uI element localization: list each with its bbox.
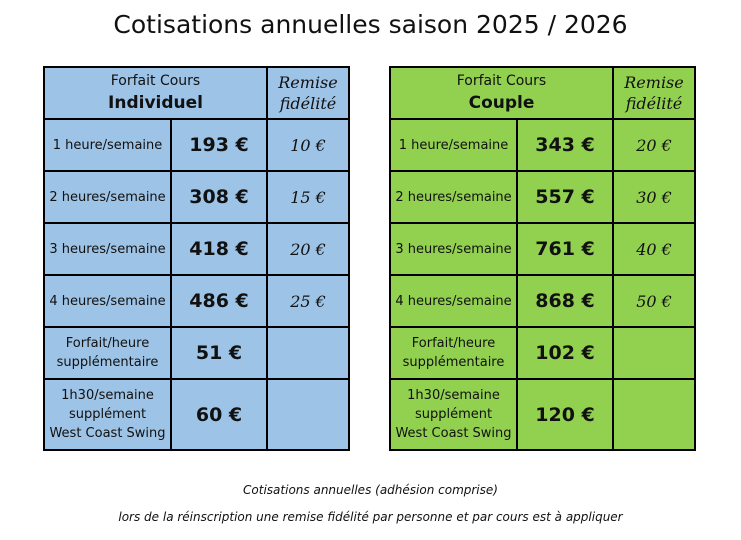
row-price: 868 €	[516, 274, 614, 328]
row-label: 4 heures/semaine	[389, 274, 518, 328]
remise-header-line: Remise	[278, 73, 338, 92]
label-line: 3 heures/semaine	[395, 241, 512, 257]
row-price: 120 €	[516, 378, 614, 451]
header-top-label: Forfait Cours	[456, 73, 547, 89]
row-remise: 20 €	[266, 222, 350, 276]
row-label: 4 heures/semaine	[43, 274, 172, 328]
remise-header-line: fidélité	[625, 94, 683, 113]
header-main-label: Individuel	[108, 93, 203, 113]
row-remise: 10 €	[266, 118, 350, 172]
row-label: Forfait/heure supplémentaire	[389, 326, 518, 380]
row-price: 51 €	[170, 326, 268, 380]
table-row: 1 heure/semaine 343 € 20 €	[389, 118, 696, 172]
row-label: 1 heure/semaine	[389, 118, 518, 172]
table-row: 3 heures/semaine 761 € 40 €	[389, 222, 696, 276]
row-label: 2 heures/semaine	[389, 170, 518, 224]
row-price: 418 €	[170, 222, 268, 276]
table-row: 3 heures/semaine 418 € 20 €	[43, 222, 350, 276]
table-individuel: Forfait Cours Individuel Remise fidélité…	[43, 66, 350, 451]
label-line: 4 heures/semaine	[395, 293, 512, 309]
row-label: 2 heures/semaine	[43, 170, 172, 224]
label-line: Forfait/heure	[65, 336, 150, 351]
row-label: 1 heure/semaine	[43, 118, 172, 172]
table-row: 2 heures/semaine 557 € 30 €	[389, 170, 696, 224]
label-line: 3 heures/semaine	[49, 241, 166, 257]
page-title: Cotisations annuelles saison 2025 / 2026	[113, 10, 628, 39]
label-line: 1h30/semaine	[61, 388, 154, 403]
label-line: 1 heure/semaine	[52, 137, 163, 153]
label-line: 1h30/semaine	[407, 388, 500, 403]
row-label: 1h30/semaine supplément West Coast Swing	[43, 378, 172, 451]
remise-header-line: Remise	[624, 73, 684, 92]
table-row: Forfait/heure supplémentaire 102 €	[389, 326, 696, 380]
row-label: 3 heures/semaine	[43, 222, 172, 276]
footer-note: Cotisations annuelles (adhésion comprise…	[243, 483, 498, 497]
label-line: 2 heures/semaine	[49, 189, 166, 205]
row-remise: 20 €	[612, 118, 696, 172]
row-price: 60 €	[170, 378, 268, 451]
header-remise: Remise fidélité	[612, 66, 696, 120]
header-top-label: Forfait Cours	[110, 73, 201, 89]
row-remise	[266, 378, 350, 451]
row-remise	[266, 326, 350, 380]
row-label: Forfait/heure supplémentaire	[43, 326, 172, 380]
row-remise: 40 €	[612, 222, 696, 276]
label-line: 4 heures/semaine	[49, 293, 166, 309]
row-price: 761 €	[516, 222, 614, 276]
table-couple: Forfait Cours Couple Remise fidélité 1 h…	[389, 66, 696, 451]
label-line: supplémentaire	[56, 355, 159, 370]
row-remise: 15 €	[266, 170, 350, 224]
label-line: supplémentaire	[402, 355, 505, 370]
header-main-label: Couple	[468, 93, 535, 113]
row-remise	[612, 378, 696, 451]
row-price: 486 €	[170, 274, 268, 328]
label-line: West Coast Swing	[49, 426, 166, 441]
label-line: supplément	[68, 407, 147, 422]
header-remise: Remise fidélité	[266, 66, 350, 120]
remise-header-line: fidélité	[279, 94, 337, 113]
row-price: 308 €	[170, 170, 268, 224]
row-remise: 30 €	[612, 170, 696, 224]
table-row: 4 heures/semaine 486 € 25 €	[43, 274, 350, 328]
label-line: 1 heure/semaine	[398, 137, 509, 153]
table-row: 4 heures/semaine 868 € 50 €	[389, 274, 696, 328]
row-price: 557 €	[516, 170, 614, 224]
label-line: supplément	[414, 407, 493, 422]
header-row: Forfait Cours Couple Remise fidélité	[389, 66, 696, 120]
table-row: 1h30/semaine supplément West Coast Swing…	[43, 378, 350, 451]
table-row: 1h30/semaine supplément West Coast Swing…	[389, 378, 696, 451]
label-line: 2 heures/semaine	[395, 189, 512, 205]
header-forfait: Forfait Cours Individuel	[43, 66, 268, 120]
table-row: 2 heures/semaine 308 € 15 €	[43, 170, 350, 224]
row-remise: 25 €	[266, 274, 350, 328]
row-label: 1h30/semaine supplément West Coast Swing	[389, 378, 518, 451]
row-label: 3 heures/semaine	[389, 222, 518, 276]
row-price: 102 €	[516, 326, 614, 380]
row-remise	[612, 326, 696, 380]
header-forfait: Forfait Cours Couple	[389, 66, 614, 120]
row-price: 193 €	[170, 118, 268, 172]
label-line: Forfait/heure	[411, 336, 496, 351]
row-remise: 50 €	[612, 274, 696, 328]
table-row: 1 heure/semaine 193 € 10 €	[43, 118, 350, 172]
footer-note: lors de la réinscription une remise fidé…	[118, 510, 623, 524]
label-line: West Coast Swing	[395, 426, 512, 441]
row-price: 343 €	[516, 118, 614, 172]
header-row: Forfait Cours Individuel Remise fidélité	[43, 66, 350, 120]
table-row: Forfait/heure supplémentaire 51 €	[43, 326, 350, 380]
